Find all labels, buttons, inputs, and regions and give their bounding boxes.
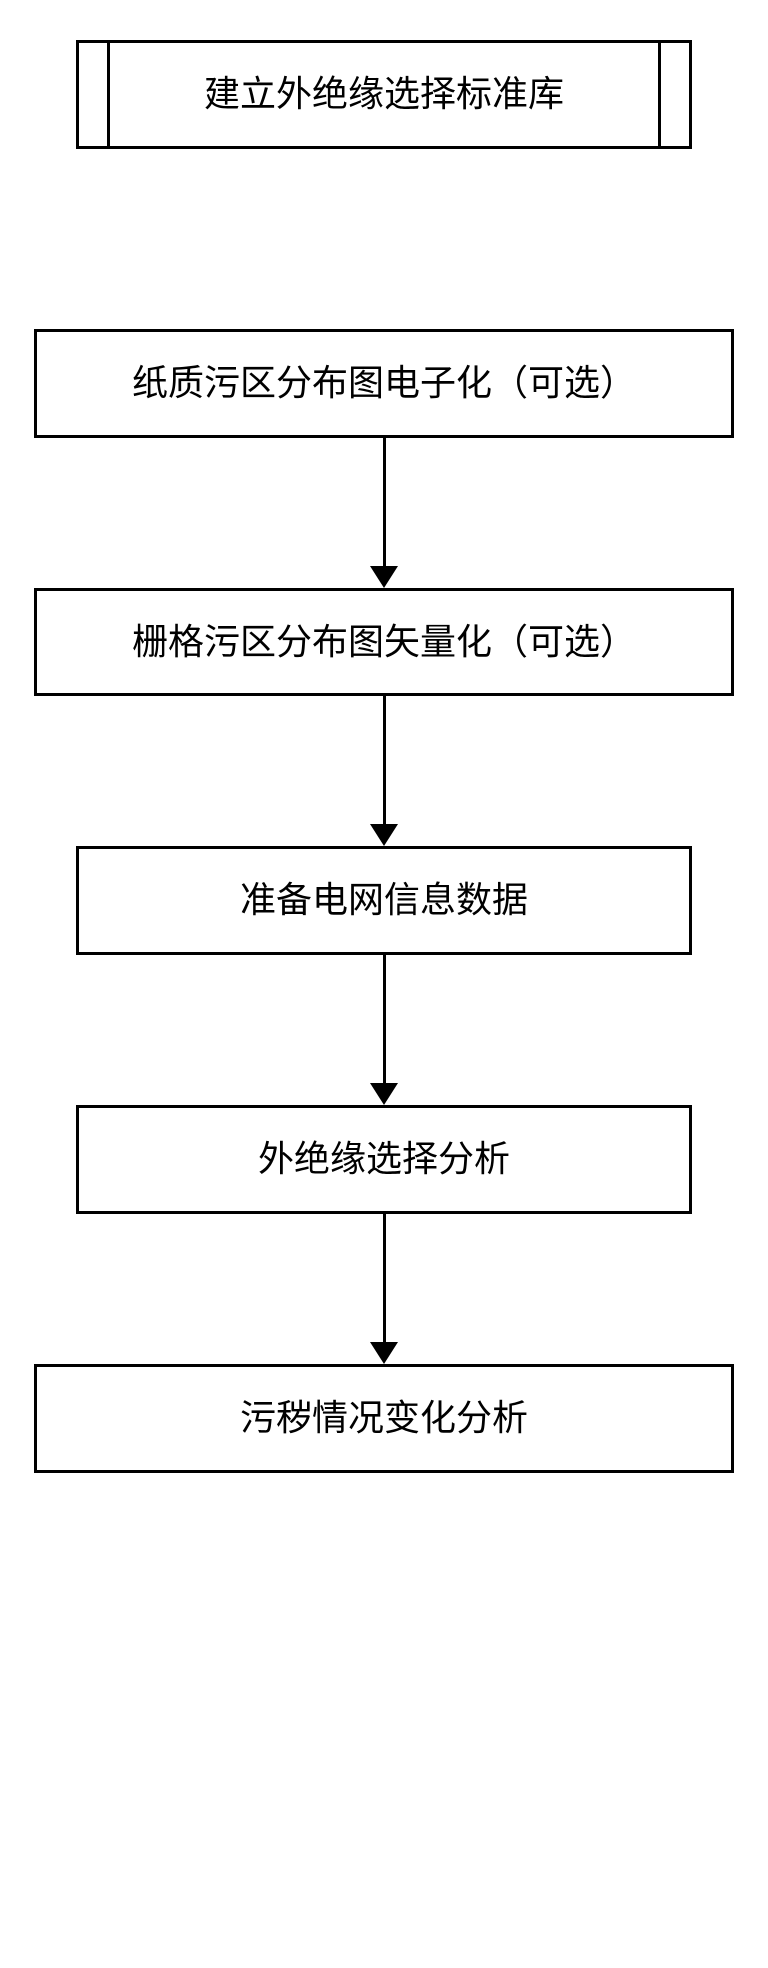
node-label: 污秽情况变化分析 bbox=[240, 1398, 528, 1438]
arrow-head-icon bbox=[370, 566, 398, 588]
arrow-line bbox=[383, 696, 386, 825]
flowchart-arrow bbox=[370, 696, 398, 846]
flowchart-node: 建立外绝缘选择标准库 bbox=[76, 40, 692, 149]
flowchart-arrow bbox=[370, 1214, 398, 1364]
arrow-line bbox=[383, 955, 386, 1084]
arrow-head-icon bbox=[370, 1083, 398, 1105]
flowchart-arrow bbox=[370, 438, 398, 588]
flowchart-node: 准备电网信息数据 bbox=[76, 846, 692, 955]
node-label: 栅格污区分布图矢量化（可选） bbox=[132, 622, 636, 662]
flowchart-node: 栅格污区分布图矢量化（可选） bbox=[34, 588, 734, 697]
arrow-line bbox=[383, 438, 386, 567]
node-label: 建立外绝缘选择标准库 bbox=[204, 74, 564, 114]
node-label: 外绝缘选择分析 bbox=[258, 1139, 510, 1179]
flowchart-node: 污秽情况变化分析 bbox=[34, 1364, 734, 1473]
flowchart-arrow bbox=[370, 955, 398, 1105]
arrow-line bbox=[383, 1214, 386, 1343]
flowchart-container: 建立外绝缘选择标准库 纸质污区分布图电子化（可选） 栅格污区分布图矢量化（可选）… bbox=[34, 40, 734, 1473]
node-label: 纸质污区分布图电子化（可选） bbox=[132, 363, 636, 403]
node-label: 准备电网信息数据 bbox=[240, 880, 528, 920]
arrow-head-icon bbox=[370, 824, 398, 846]
flowchart-node: 纸质污区分布图电子化（可选） bbox=[34, 329, 734, 438]
arrow-head-icon bbox=[370, 1342, 398, 1364]
flowchart-node: 外绝缘选择分析 bbox=[76, 1105, 692, 1214]
